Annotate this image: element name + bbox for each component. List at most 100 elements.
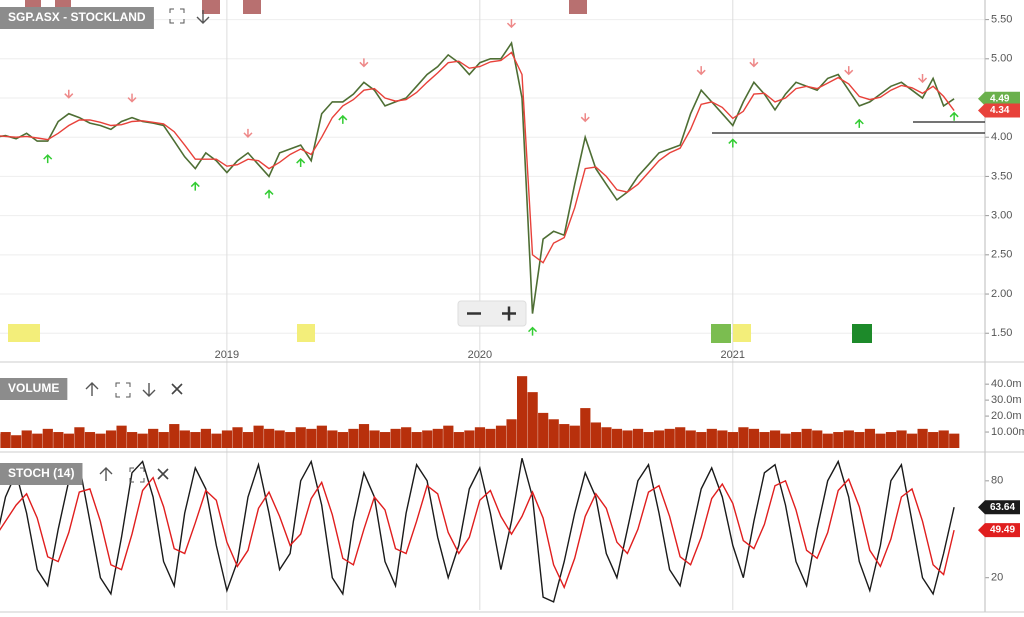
volume-bar	[843, 430, 854, 448]
event-marker[interactable]	[202, 0, 220, 14]
y-tick-label: 30.0m	[991, 394, 1022, 406]
note-marker[interactable]	[733, 324, 751, 342]
volume-bar	[949, 433, 960, 448]
y-tick-label: 20.0m	[991, 410, 1022, 422]
move-up-icon[interactable]	[85, 382, 99, 396]
grid-layer	[0, 0, 989, 610]
event-marker[interactable]	[852, 324, 872, 343]
volume-bar	[759, 432, 770, 448]
volume-bar	[316, 425, 327, 448]
expand-icon[interactable]	[129, 467, 145, 483]
volume-bar	[264, 428, 275, 448]
expand-icon[interactable]	[115, 382, 131, 398]
close-icon[interactable]	[157, 468, 169, 480]
volume-bar	[0, 432, 11, 448]
buy-signal	[43, 154, 53, 164]
move-up-icon[interactable]	[99, 467, 113, 481]
y-tick-label: 40.0m	[991, 378, 1022, 390]
volume-bar	[158, 432, 169, 448]
volume-bar	[411, 432, 422, 448]
volume-bar	[401, 427, 412, 448]
last-value-label: 49.49	[990, 525, 1015, 536]
volume-bar	[864, 428, 876, 448]
sell-signal	[127, 93, 137, 103]
volume-bar	[74, 427, 85, 448]
buy-signal	[296, 157, 306, 168]
panel-title-box	[0, 378, 68, 400]
volume-bar	[348, 428, 359, 448]
volume-bar	[179, 430, 190, 448]
volume-bar	[464, 430, 475, 448]
volume-bar	[548, 419, 559, 448]
expand-icon[interactable]	[169, 8, 185, 24]
buy-signal	[528, 326, 538, 336]
volume-bar	[63, 433, 74, 448]
volume-bar	[190, 432, 201, 448]
note-marker[interactable]	[24, 324, 40, 342]
buy-signal	[190, 181, 200, 191]
volume-bar	[517, 376, 528, 448]
volume-bar	[200, 428, 211, 448]
y-tick-label: 4.00	[991, 131, 1012, 143]
series-line	[0, 458, 955, 603]
volume-bar	[95, 433, 106, 448]
buy-signal	[949, 111, 959, 121]
x-tick-label: 2021	[721, 349, 745, 361]
volume-bar	[559, 424, 570, 448]
volume-bar	[569, 425, 580, 448]
volume-bar	[896, 430, 907, 448]
sell-signal	[243, 128, 253, 138]
volume-bar	[379, 432, 391, 448]
volume-bar	[622, 430, 633, 448]
event-marker[interactable]	[711, 324, 731, 343]
move-down-icon[interactable]	[142, 383, 156, 397]
series-line	[0, 41, 955, 314]
volume-bar	[727, 432, 738, 448]
panel-title: SGP.ASX - STOCKLAND	[8, 10, 146, 24]
y-tick-label: 1.50	[991, 327, 1012, 339]
volume-bar	[84, 432, 96, 448]
volume-bar	[506, 419, 517, 448]
volume-bar	[137, 433, 148, 448]
panel-title: STOCH (14)	[8, 466, 74, 480]
sell-signal	[506, 19, 516, 29]
volume-bar	[422, 430, 433, 448]
buy-signal	[338, 114, 348, 124]
move-down-icon[interactable]	[196, 10, 210, 24]
note-marker[interactable]	[297, 324, 315, 342]
volume-bar	[706, 428, 717, 448]
last-value-tag	[978, 91, 1020, 106]
marks-layer	[0, 41, 960, 603]
volume-bar	[274, 430, 285, 448]
y-tick-label: 3.00	[991, 210, 1012, 222]
volume-bar	[285, 432, 296, 448]
volume-bar	[717, 430, 728, 448]
sell-signal	[64, 89, 74, 99]
volume-bar	[875, 433, 886, 448]
volume-bar	[769, 430, 781, 448]
y-tick-label: 2.50	[991, 249, 1012, 261]
volume-bar	[295, 427, 306, 448]
event-marker[interactable]	[569, 0, 587, 14]
volume-bar	[327, 430, 338, 448]
buy-signal	[854, 118, 864, 128]
volume-bar	[32, 433, 43, 448]
volume-bar	[358, 424, 370, 448]
note-marker[interactable]	[8, 324, 24, 342]
y-tick-label: 3.50	[991, 170, 1012, 182]
volume-bar	[390, 428, 401, 448]
volume-bar	[601, 427, 612, 448]
event-marker[interactable]	[243, 0, 261, 14]
sell-signal	[696, 66, 706, 76]
sell-signal	[359, 58, 369, 68]
x-tick-label: 2020	[468, 349, 492, 361]
volume-bar	[432, 428, 443, 448]
volume-bar	[42, 428, 53, 448]
close-icon[interactable]	[171, 383, 183, 395]
y-tick-label: 10.00m	[991, 426, 1024, 438]
volume-bar	[53, 432, 64, 448]
volume-bar	[854, 432, 865, 448]
volume-bar	[822, 433, 833, 448]
zoom-in-button[interactable]	[502, 306, 516, 321]
volume-bar	[485, 428, 496, 448]
